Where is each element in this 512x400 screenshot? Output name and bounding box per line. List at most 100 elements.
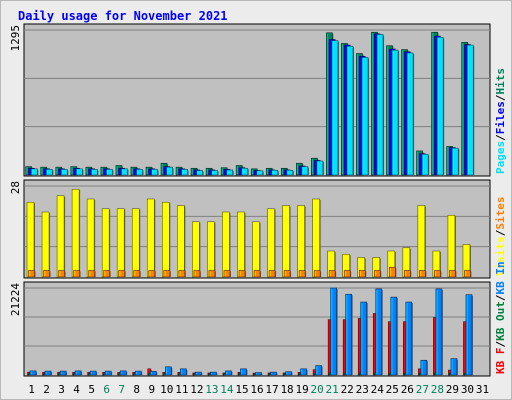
bar-kbin-day-22-highlight [346, 294, 348, 375]
bar-sites-day-8-face [133, 270, 141, 278]
bar-hits-day-11-highlight [176, 167, 178, 175]
bar-pages-day-13-highlight [212, 171, 214, 175]
bar-sites-day-17-highlight [269, 271, 271, 277]
bar-kbin-day-24-highlight [376, 289, 378, 375]
bar-kbin-day-18 [285, 371, 293, 376]
bar-pages-day-27-face [421, 153, 429, 176]
bar-pages-day-14-face [226, 169, 234, 176]
bar-visits-day-25-highlight [388, 251, 390, 277]
x-axis: 1 2 3 4 5 6 7 8 9 10 11 12 13 14 15 16 17 18 19 20 21 22 23 24 2… [28, 383, 489, 396]
bar-hits-day-17-highlight [266, 168, 269, 175]
legend-entry: Visits [494, 236, 507, 276]
bar-sites-day-28-face [434, 270, 441, 278]
bar-kbin-day-3 [59, 370, 68, 376]
legend-entry: Pages [494, 141, 507, 174]
bar-visits-day-5-highlight [87, 199, 89, 277]
bar-kbf-day-29-highlight [449, 370, 451, 375]
bar-sites-day-7-highlight [119, 271, 121, 277]
bar-kbin-day-17-highlight [271, 372, 273, 375]
bar-files-day-27-highlight [419, 154, 422, 175]
bar-kbin-day-17-face [270, 371, 277, 376]
bar-pages-day-19-highlight [302, 167, 304, 175]
x-tick-label-24: 24 [371, 383, 385, 396]
legend-entry: Files [494, 101, 507, 134]
bar-sites-day-8-highlight [134, 271, 136, 277]
bar-kbin-day-6-face [104, 370, 112, 376]
bar-kbin-day-21-highlight [331, 288, 333, 375]
x-tick-label-20: 20 [311, 383, 324, 396]
bar-files-day-29-highlight [450, 148, 452, 175]
bar-visits-day-29 [447, 214, 456, 278]
bar-hits-day-26-highlight [402, 50, 404, 175]
bar-kbin-day-23-highlight [361, 302, 363, 375]
bar-visits-day-4 [71, 188, 81, 278]
bar-visits-day-16-highlight [253, 222, 255, 277]
bar-pages-day-30-highlight [467, 45, 470, 175]
bar-pages-day-1-highlight [31, 169, 34, 175]
bar-pages-day-1-face [31, 168, 38, 176]
bar-hits-day-30-highlight [462, 42, 464, 175]
bar-sites-day-9-highlight [149, 271, 151, 277]
bar-sites-day-8 [133, 270, 141, 278]
bar-pages-day-4-face [76, 168, 83, 176]
bar-pages-day-23-highlight [362, 58, 364, 175]
x-tick-label-28: 28 [431, 383, 444, 396]
bar-visits-day-27-highlight [418, 206, 420, 277]
bar-sites-day-5-highlight [89, 271, 91, 277]
bar-kbin-day-8-face [134, 370, 142, 376]
x-tick-label-3: 3 [58, 383, 65, 396]
bar-files-day-20-highlight [314, 161, 316, 175]
legend-entry: / [494, 341, 507, 348]
bar-kbin-day-12-highlight [195, 372, 198, 375]
bar-kbin-day-5 [89, 370, 98, 376]
bar-visits-day-12-highlight [192, 222, 195, 277]
bar-pages-day-12 [196, 170, 204, 176]
bar-sites-day-17 [268, 270, 277, 278]
bar-sites-day-10-highlight [164, 271, 166, 277]
bar-sites-day-25-face [388, 266, 396, 278]
bar-visits-day-28-highlight [433, 251, 435, 277]
bar-kbf-day-28-highlight [433, 318, 436, 375]
bar-kbf-day-27-highlight [418, 369, 421, 375]
bar-kbf-day-21-highlight [328, 320, 330, 375]
bar-pages-day-20-face [316, 160, 324, 176]
bar-visits-day-14 [222, 211, 231, 278]
bar-sites-day-15-face [238, 270, 246, 278]
x-tick-label-6: 6 [103, 383, 110, 396]
bar-visits-day-19-highlight [298, 206, 300, 277]
bar-visits-day-1-highlight [27, 202, 29, 277]
bar-visits-day-10 [162, 201, 171, 278]
bar-files-day-22-highlight [344, 45, 346, 175]
bar-sites-day-3-face [58, 270, 65, 278]
bar-pages-day-3-face [61, 169, 68, 176]
bar-pages-day-28-face [436, 36, 444, 176]
bar-sites-day-27 [419, 270, 427, 278]
bar-pages-day-19-face [301, 166, 309, 176]
bar-sites-day-25 [388, 266, 397, 278]
bar-pages-day-17-highlight [272, 170, 274, 175]
bar-files-day-6-highlight [104, 169, 106, 175]
legend-entry: / [494, 94, 507, 101]
legend-entry: KB F [494, 348, 507, 375]
bar-pages-day-18-highlight [287, 170, 289, 175]
bar-pages-day-18 [286, 169, 294, 176]
panel-2-max-label: 28 [9, 181, 22, 194]
bar-kbin-day-9-face [149, 371, 157, 376]
bar-sites-day-29-highlight [450, 271, 452, 277]
panel-2-bars [26, 188, 472, 278]
bar-sites-day-29 [449, 270, 457, 278]
bar-kbin-day-4 [74, 370, 83, 376]
panel-2: 28 Visits/Sites [9, 179, 507, 279]
bar-pages-day-17-face [271, 169, 279, 176]
x-tick-label-26: 26 [401, 383, 414, 396]
bar-pages-day-30-face [466, 44, 474, 176]
bar-kbin-day-3-highlight [60, 371, 62, 375]
bar-sites-day-30-face [464, 270, 471, 278]
bar-visits-day-3 [56, 195, 66, 278]
bar-kbin-day-23 [360, 301, 368, 376]
bar-hits-day-2-highlight [41, 167, 43, 175]
bar-sites-day-16 [253, 270, 261, 278]
bar-files-day-13-highlight [209, 170, 211, 175]
bar-pages-day-6-highlight [107, 170, 109, 175]
